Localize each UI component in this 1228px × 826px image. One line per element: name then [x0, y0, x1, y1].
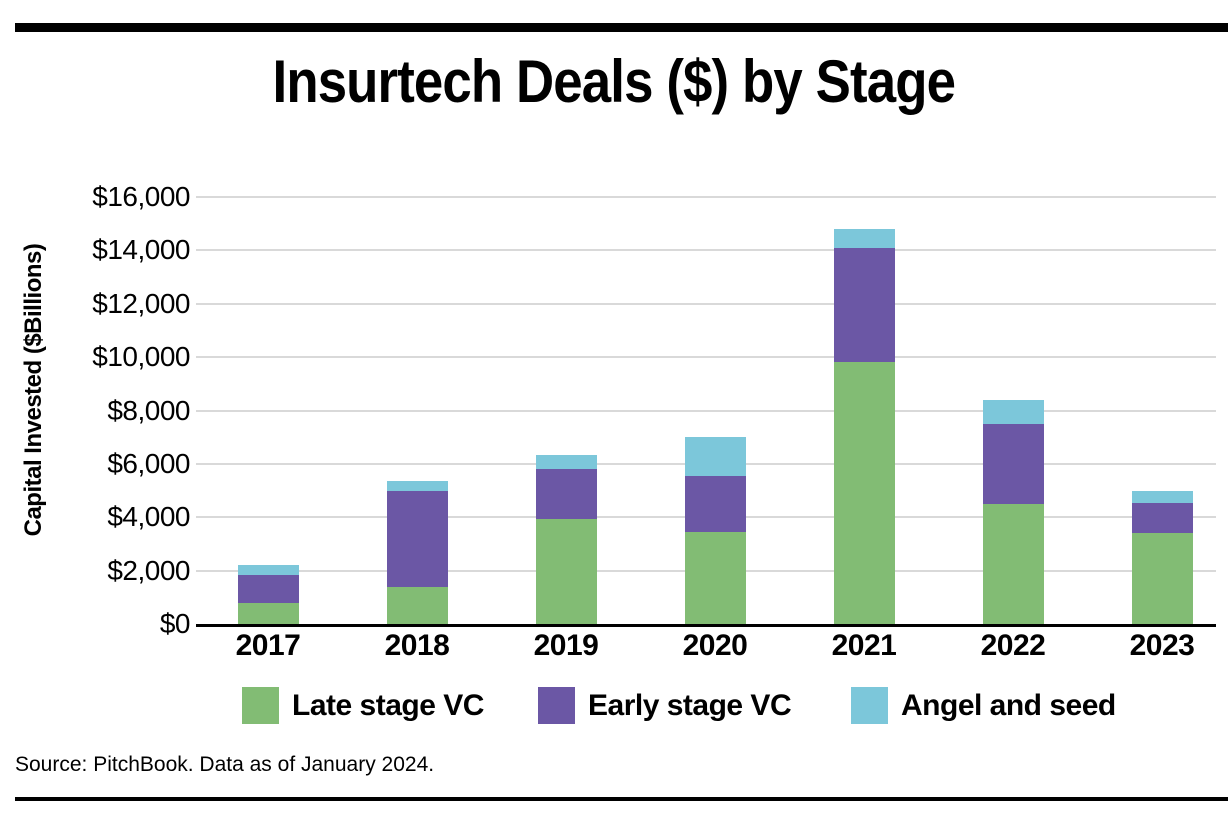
bar-2020-segment-angel-and-seed: [684, 437, 746, 476]
x-tick-label-2019: 2019: [533, 629, 599, 662]
top-rule: [15, 23, 1228, 32]
y-tick-label-4000: $4,000: [107, 501, 190, 533]
x-tick-label-2023: 2023: [1129, 629, 1195, 662]
legend-swatch-late-stage-vc: [242, 687, 279, 724]
legend-swatch-angel-and-seed: [851, 687, 888, 724]
bar-2018-segment-angel-and-seed: [386, 481, 448, 491]
bar-2017-segment-angel-and-seed: [237, 565, 299, 575]
gridline-12000: [196, 302, 1216, 305]
x-tick-label-2020: 2020: [682, 629, 748, 662]
source-note: Source: PitchBook. Data as of January 20…: [15, 753, 435, 776]
bar-2022-segment-angel-and-seed: [982, 399, 1044, 424]
bottom-rule: [15, 797, 1228, 801]
bar-2018-segment-late-stage-vc: [386, 586, 448, 624]
bar-2019-segment-angel-and-seed: [535, 454, 597, 470]
y-tick-label-10000: $10,000: [92, 341, 190, 373]
y-tick-label-0: $0: [159, 608, 191, 639]
y-tick-label-16000: $16,000: [92, 181, 190, 212]
bar-2021-segment-early-stage-vc: [833, 247, 895, 363]
legend-label-early-stage-vc: Early stage VC: [588, 689, 792, 722]
bar-2020-segment-early-stage-vc: [684, 475, 746, 532]
x-tick-label-2022: 2022: [980, 629, 1046, 662]
legend-swatch-early-stage-vc: [538, 687, 575, 724]
x-tick-label-2018: 2018: [384, 629, 450, 662]
bar-2022-segment-early-stage-vc: [982, 423, 1044, 504]
bar-2020-segment-late-stage-vc: [684, 531, 746, 624]
x-tick-label-2017: 2017: [235, 629, 301, 662]
bar-2021-segment-angel-and-seed: [833, 229, 895, 248]
bar-2017-segment-late-stage-vc: [237, 602, 299, 624]
gridline-16000: [196, 196, 1216, 198]
gridline-10000: [196, 356, 1216, 359]
chart-title-row: Insurtech Deals ($) by Stage: [0, 52, 1228, 112]
y-tick-label-6000: $6,000: [107, 447, 190, 479]
y-tick-label-12000: $12,000: [92, 287, 190, 319]
gridline-14000: [196, 249, 1216, 252]
bar-2023-segment-late-stage-vc: [1131, 533, 1193, 624]
gridline-8000: [196, 409, 1216, 412]
bar-2017-segment-early-stage-vc: [237, 574, 299, 603]
x-tick-label-2021: 2021: [831, 629, 897, 662]
bar-2019-segment-early-stage-vc: [535, 469, 597, 519]
bar-2023-segment-early-stage-vc: [1131, 502, 1193, 534]
legend-label-late-stage-vc: Late stage VC: [292, 689, 484, 722]
y-tick-label-8000: $8,000: [107, 394, 190, 426]
bar-2018-segment-early-stage-vc: [386, 490, 448, 587]
x-axis-line: [196, 624, 1216, 627]
bar-2021-segment-late-stage-vc: [833, 362, 895, 624]
chart-title: Insurtech Deals ($) by Stage: [272, 48, 956, 115]
y-tick-label-14000: $14,000: [92, 234, 190, 266]
bar-2022-segment-late-stage-vc: [982, 503, 1044, 624]
bar-2019-segment-late-stage-vc: [535, 518, 597, 624]
legend-label-angel-and-seed: Angel and seed: [901, 689, 1116, 722]
y-tick-label-2000: $2,000: [107, 554, 190, 586]
bar-2023-segment-angel-and-seed: [1131, 490, 1193, 503]
